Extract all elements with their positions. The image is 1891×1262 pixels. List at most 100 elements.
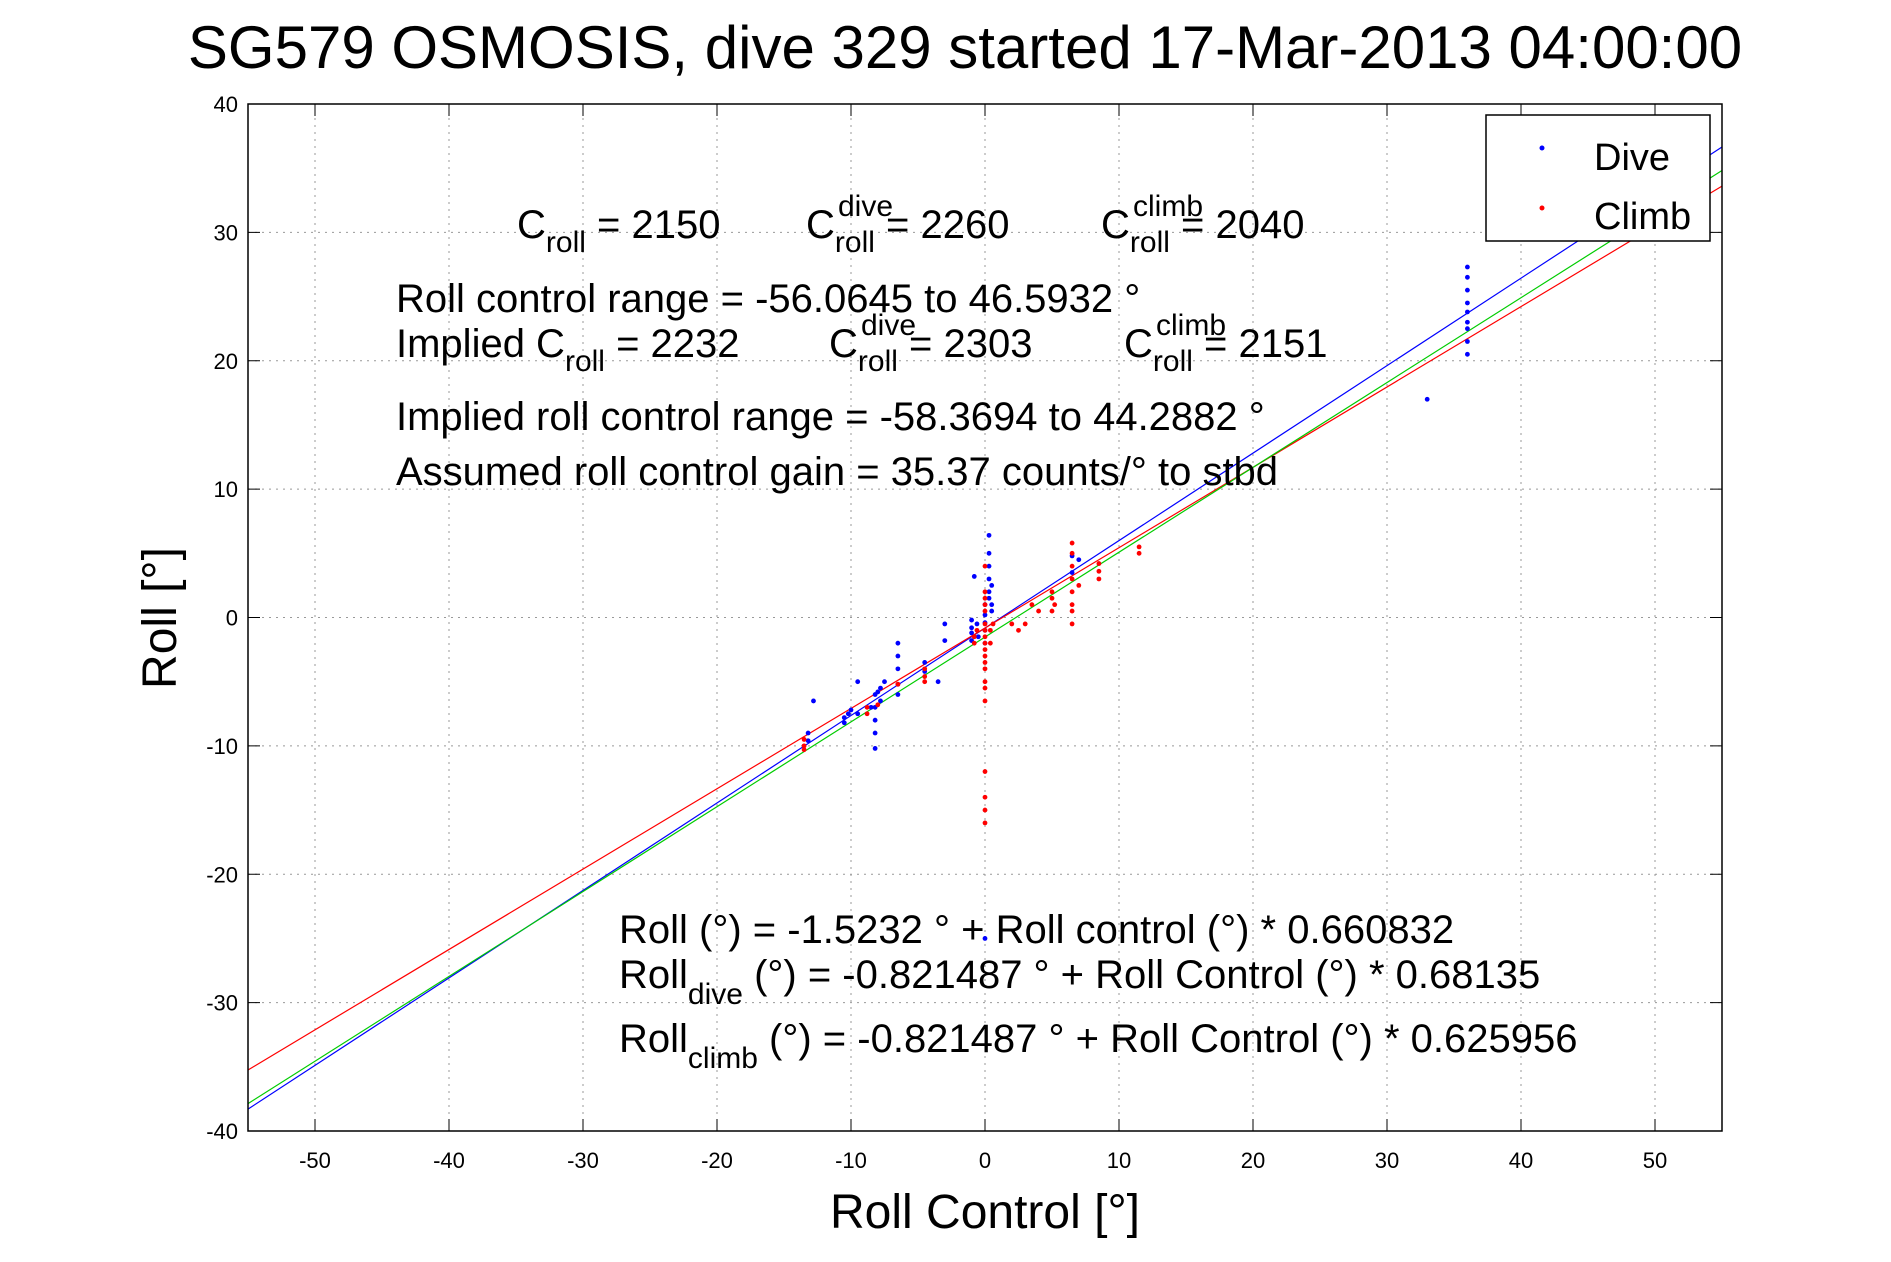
dive-point [922, 660, 928, 665]
climb-point [1049, 589, 1055, 595]
climb-point [1029, 602, 1035, 608]
dive-point [895, 653, 901, 659]
climb-point [1069, 608, 1075, 614]
climb-point [895, 681, 901, 687]
climb-point [982, 602, 988, 608]
implied-annotation: Implied Croll = 2232 Croll = 2303 dive C… [396, 309, 1327, 378]
climb-point [864, 711, 870, 717]
dive-point [1465, 274, 1470, 280]
x-tick-label: 50 [1643, 1148, 1667, 1173]
dive-point [942, 621, 948, 627]
climb-point [801, 747, 807, 753]
dive-point [969, 617, 974, 623]
climb-point [982, 807, 988, 813]
dive-point [872, 730, 878, 736]
climb-point [801, 743, 807, 749]
dive-point [845, 711, 851, 717]
climb-point [922, 679, 928, 685]
dive-point [969, 625, 974, 631]
climb-point [1049, 608, 1055, 614]
x-tick-label: -10 [835, 1148, 867, 1173]
x-tick-label: 40 [1509, 1148, 1533, 1173]
x-axis-label: Roll Control [°] [830, 1186, 1140, 1239]
implied-dive-sup: dive [861, 309, 916, 342]
c-roll-dive-text: Croll = 2260 [806, 203, 1009, 259]
dive-point [986, 576, 992, 582]
climb-point [982, 653, 988, 659]
climb-point [1069, 540, 1075, 546]
legend-marker-climb [1539, 205, 1545, 211]
dive-point [986, 550, 992, 556]
x-tick-label: 20 [1241, 1148, 1265, 1173]
x-tick-label: 10 [1107, 1148, 1131, 1173]
dive-point [895, 640, 901, 646]
climb-point [1136, 550, 1142, 556]
y-tick-label: 10 [214, 477, 238, 502]
climb-point [982, 698, 988, 704]
dive-point [875, 689, 881, 695]
dive-point [895, 666, 901, 672]
fit-all-annotation: Roll (°) = -1.5232 ° + Roll control (°) … [619, 908, 1454, 952]
climb-point [1096, 568, 1102, 574]
x-tick-label: 30 [1375, 1148, 1399, 1173]
fit-climb-annotation: Rollclimb (°) = -0.821487 ° + Roll Contr… [619, 1017, 1577, 1075]
dive-point [982, 936, 988, 941]
climb-point [982, 660, 988, 665]
x-tick-label: -40 [433, 1148, 465, 1173]
dive-point [848, 707, 854, 713]
y-tick-label: -20 [206, 862, 238, 887]
y-axis-label: Roll [°] [134, 547, 187, 689]
climb-point [982, 685, 988, 691]
implied-c-roll-dive-text: Croll = 2303 [829, 322, 1032, 378]
climb-point [1036, 608, 1041, 614]
climb-point [982, 634, 988, 640]
climb-point [1096, 576, 1102, 582]
dive-point [1465, 351, 1470, 357]
implied-range-annotation: Implied roll control range = -58.3694 to… [396, 395, 1265, 439]
dive-point [1465, 339, 1470, 344]
dive-point [878, 698, 883, 704]
dive-point [872, 717, 878, 723]
dive-point [811, 698, 816, 704]
climb-point [971, 634, 977, 640]
y-tick-label: -40 [206, 1119, 238, 1144]
c-roll-climb-sup: climb [1133, 190, 1203, 223]
dive-point [1465, 326, 1470, 332]
climb-point [982, 621, 988, 627]
climb-point [982, 627, 988, 633]
dive-point [986, 563, 992, 569]
c-roll-climb-text: Croll = 2040 [1101, 203, 1304, 259]
climb-point [875, 702, 881, 708]
dive-point [986, 595, 992, 601]
legend: Dive Climb [1485, 114, 1711, 242]
dive-point [895, 692, 901, 697]
climb-point [971, 640, 977, 646]
range-annotation: Roll control range = -56.0645 to 46.5932… [396, 277, 1140, 321]
dive-point [1465, 309, 1470, 315]
dive-point [878, 685, 883, 691]
climb-point [801, 737, 807, 742]
dive-point [1076, 557, 1082, 563]
c-roll-text: Croll = 2150 [517, 203, 720, 259]
dive-point [855, 711, 861, 717]
y-tick-label: -10 [206, 734, 238, 759]
dive-point [989, 602, 995, 608]
gain-annotation: Assumed roll control gain = 35.37 counts… [396, 450, 1278, 494]
climb-point [982, 595, 988, 601]
dive-point [1069, 570, 1075, 575]
climb-point [1069, 621, 1075, 627]
climb-point [982, 820, 988, 826]
dive-point [805, 730, 811, 736]
dive-point [868, 704, 874, 710]
climb-point [982, 640, 988, 646]
climb-point [1096, 561, 1102, 566]
dive-point [969, 630, 974, 636]
climb-point [1016, 627, 1021, 633]
chart-title: SG579 OSMOSIS, dive 329 started 17-Mar-2… [188, 14, 1742, 81]
dive-point [841, 720, 847, 726]
climb-point [1052, 602, 1058, 608]
implied-climb-sup: climb [1156, 309, 1226, 342]
dive-point [989, 583, 995, 588]
dive-point [935, 679, 941, 685]
